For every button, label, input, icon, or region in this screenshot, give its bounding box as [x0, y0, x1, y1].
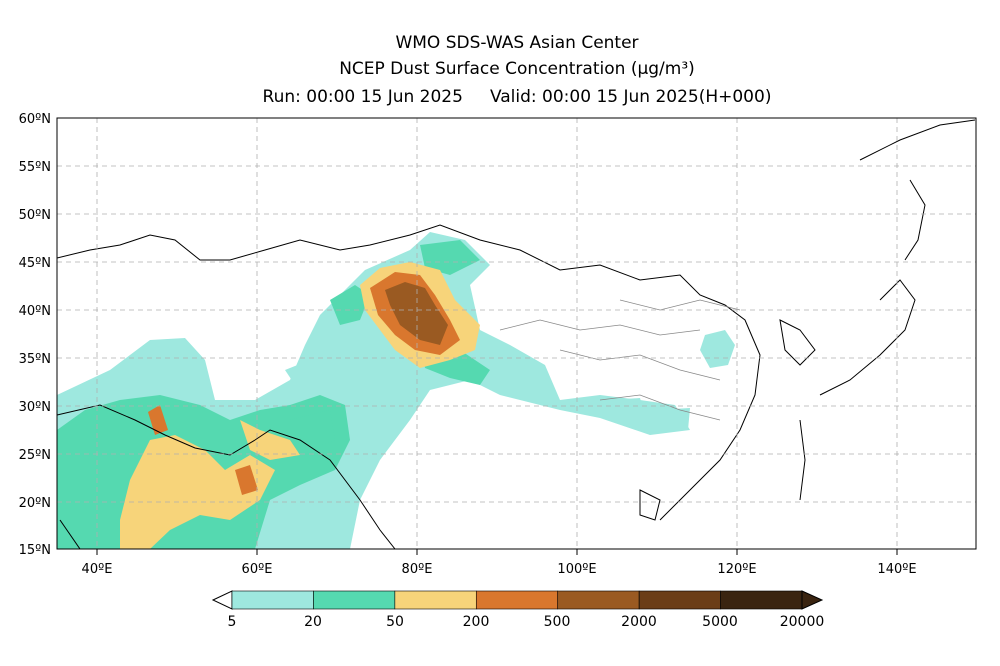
dust-level-500-2000 [385, 282, 448, 345]
graticule [57, 118, 976, 549]
colorbar [211, 590, 824, 610]
colorbar-label: 50 [386, 614, 404, 630]
colorbar-cell [720, 590, 803, 610]
lat-labels: 60ºN 55ºN 50ºN 45ºN 40ºN 35ºN 30ºN 25ºN … [19, 112, 51, 558]
tick-marks [96, 549, 898, 555]
colorbar-label: 20000 [779, 614, 825, 630]
lat-label: 35ºN [19, 352, 51, 367]
colorbar-cell [475, 590, 559, 610]
product-name: NCEP Dust Surface Concentration [339, 59, 626, 79]
colorbar-label: 20 [304, 614, 322, 630]
coastlines [57, 119, 976, 549]
colorbar-label: 200 [462, 614, 490, 630]
run-valid-line: Run: 00:00 15 Jun 2025 Valid: 00:00 15 J… [0, 87, 1000, 107]
lon-label: 80ºE [402, 562, 433, 577]
province-borders [499, 299, 741, 421]
lon-label: 100ºE [557, 562, 596, 577]
colorbar-label: 5000 [702, 614, 738, 630]
colorbar-label: 2000 [621, 614, 657, 630]
product-title: NCEP Dust Surface Concentration (μg/m³) [0, 59, 1000, 79]
lat-label: 60ºN [19, 112, 51, 127]
dust-field [57, 232, 735, 549]
lon-labels: 40ºE 60ºE 80ºE 100ºE 120ºE 140ºE [82, 562, 917, 577]
colorbar-cell [557, 590, 640, 610]
plot-frame [56, 117, 977, 550]
colorbar-under-arrow [211, 590, 233, 610]
lat-label: 15ºN [19, 543, 51, 558]
lat-label: 20ºN [19, 496, 51, 511]
colorbar-over-arrow [801, 590, 824, 610]
lon-label: 40ºE [82, 562, 113, 577]
colorbar-cell [313, 590, 396, 610]
colorbar-label: 500 [543, 614, 571, 630]
lon-label: 60ºE [242, 562, 273, 577]
lat-label: 45ºN [19, 256, 51, 271]
lat-label: 40ºN [19, 304, 51, 319]
lon-label: 140ºE [877, 562, 916, 577]
colorbar-cell [394, 590, 477, 610]
lat-label: 50ºN [19, 208, 51, 223]
lon-label: 120ºE [717, 562, 756, 577]
colorbar-cell [231, 590, 314, 610]
colorbar-cell [638, 590, 721, 610]
units-label: (μg/m³) [630, 59, 695, 79]
lat-label: 55ºN [19, 160, 51, 175]
lat-label: 25ºN [19, 448, 51, 463]
lat-label: 30ºN [19, 400, 51, 415]
colorbar-label: 5 [227, 614, 237, 630]
run-time: Run: 00:00 15 Jun 2025 [262, 87, 463, 107]
map-title: WMO SDS-WAS Asian Center [395, 33, 639, 53]
valid-time: Valid: 00:00 15 Jun 2025(H+000) [489, 87, 772, 107]
